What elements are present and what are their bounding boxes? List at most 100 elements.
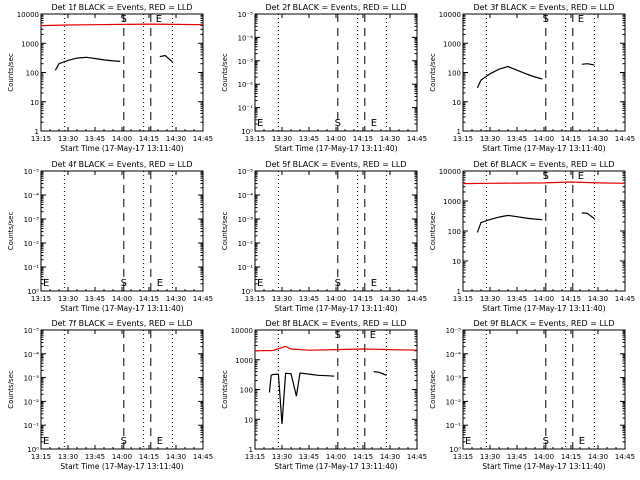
panel-8: Det 8f BLACK = Events, RED = LLD 13:15 13:… xyxy=(221,319,427,471)
x-tick-label: 13:30 xyxy=(58,295,78,303)
end-marker-label: E xyxy=(578,14,584,25)
y-tick-label: 10⁻³ xyxy=(238,58,254,66)
x-tick-label: 13:15 xyxy=(31,135,51,143)
y-tick-label: 10⁻² xyxy=(446,398,462,406)
x-tick-label: 13:15 xyxy=(245,453,265,461)
x-tick-label: 14:30 xyxy=(380,135,400,143)
x-tick-label: 14:00 xyxy=(112,453,132,461)
y-tick-label: 10⁰ xyxy=(27,288,39,296)
panel-9: Det 9f BLACK = Events, RED = LLD 13:15 13:… xyxy=(429,319,635,471)
panel-4: Det 4f BLACK = Events, RED = LLD 13:15 13:… xyxy=(7,160,213,313)
y-tick-label: 10⁻⁴ xyxy=(446,351,462,359)
x-tick-label: 14:30 xyxy=(588,135,608,143)
x-tick-label: 14:15 xyxy=(139,453,159,461)
x-tick-label: 14:00 xyxy=(326,135,346,143)
end-marker-label: E xyxy=(156,14,162,25)
y-tick-label: 10⁻⁵ xyxy=(24,327,40,335)
end-marker-label: E xyxy=(579,436,585,447)
panel-5: Det 5f BLACK = Events, RED = LLD 13:15 13:… xyxy=(221,160,427,313)
end-marker-label: E xyxy=(370,330,376,341)
y-tick-label: 1 xyxy=(35,128,39,136)
y-tick-label: 10⁻⁴ xyxy=(238,34,254,42)
end-marker-label-left: E xyxy=(43,278,49,289)
plot-frame xyxy=(40,329,204,450)
end-marker-label-left: E xyxy=(257,278,263,289)
end-marker-label: E xyxy=(578,171,584,182)
panel-title: Det 7f BLACK = Events, RED = LLD xyxy=(51,319,192,328)
x-tick-label: 13:15 xyxy=(245,295,265,303)
x-tick-label: 14:45 xyxy=(193,453,213,461)
x-tick-label: 13:45 xyxy=(85,295,105,303)
panel-title: Det 3f BLACK = Events, RED = LLD xyxy=(473,3,614,12)
end-marker-label: E xyxy=(371,118,377,129)
x-tick-label: 14:00 xyxy=(112,135,132,143)
x-tick-label: 13:15 xyxy=(453,453,473,461)
x-tick-label: 13:30 xyxy=(480,135,500,143)
x-axis-label: Start Time (17-May-17 13:11:40) xyxy=(482,304,605,313)
y-tick-label: 100 xyxy=(448,70,461,78)
x-tick-label: 14:15 xyxy=(561,453,581,461)
y-tick-label: 10000 xyxy=(439,11,461,19)
x-tick-label: 14:00 xyxy=(112,295,132,303)
end-marker-label: E xyxy=(157,436,163,447)
events-series-line-segment xyxy=(581,63,595,66)
y-tick-label: 10⁻⁵ xyxy=(24,168,40,176)
plot-frame xyxy=(462,13,626,132)
x-tick-label: 14:15 xyxy=(139,295,159,303)
start-marker-label: S xyxy=(543,171,549,182)
x-tick-label: 14:15 xyxy=(353,135,373,143)
y-axis-label: Counts/sec xyxy=(221,212,229,251)
y-tick-label: 10 xyxy=(30,99,39,107)
y-tick-label: 10⁻³ xyxy=(24,375,40,383)
x-tick-label: 14:45 xyxy=(407,135,427,143)
x-tick-label: 13:30 xyxy=(58,135,78,143)
y-tick-label: 1 xyxy=(457,128,461,136)
y-tick-label: 1000 xyxy=(443,40,461,48)
x-tick-label: 13:45 xyxy=(507,453,527,461)
x-axis-label: Start Time (17-May-17 13:11:40) xyxy=(274,462,397,471)
events-series-line-segment xyxy=(159,54,173,63)
y-tick-label: 10⁻¹ xyxy=(446,422,462,430)
x-tick-label: 13:45 xyxy=(507,135,527,143)
end-marker-label-left: E xyxy=(257,118,263,129)
lld-series-line xyxy=(462,181,626,185)
y-tick-label: 10000 xyxy=(231,327,253,335)
y-tick-label: 1000 xyxy=(21,40,39,48)
start-marker-label: S xyxy=(335,118,341,129)
x-tick-label: 14:30 xyxy=(380,295,400,303)
y-tick-label: 10⁻⁵ xyxy=(446,327,462,335)
start-marker-label: S xyxy=(543,14,549,25)
y-tick-label: 10⁻³ xyxy=(238,216,254,224)
lld-series-line xyxy=(254,345,418,352)
end-marker-label-left: E xyxy=(43,436,49,447)
events-series-line xyxy=(268,372,335,424)
x-tick-label: 14:30 xyxy=(166,453,186,461)
x-tick-label: 13:30 xyxy=(272,453,292,461)
x-tick-label: 13:30 xyxy=(272,295,292,303)
x-tick-label: 13:45 xyxy=(507,295,527,303)
x-axis-label: Start Time (17-May-17 13:11:40) xyxy=(274,144,397,153)
x-tick-label: 14:00 xyxy=(534,295,554,303)
x-tick-label: 13:45 xyxy=(85,135,105,143)
x-tick-label: 13:15 xyxy=(453,295,473,303)
y-axis-label: Counts/sec xyxy=(221,53,229,92)
start-marker-label: S xyxy=(121,14,127,25)
x-tick-label: 14:30 xyxy=(588,295,608,303)
y-tick-label: 10⁻² xyxy=(24,398,40,406)
y-axis-label: Counts/sec xyxy=(429,53,437,92)
x-tick-label: 13:45 xyxy=(85,453,105,461)
x-tick-label: 13:15 xyxy=(453,135,473,143)
y-axis-label: Counts/sec xyxy=(221,370,229,409)
y-tick-label: 1 xyxy=(457,288,461,296)
events-series-line xyxy=(476,65,543,89)
y-tick-label: 10⁻⁵ xyxy=(238,168,254,176)
panel-title: Det 6f BLACK = Events, RED = LLD xyxy=(473,160,614,169)
plot-frame xyxy=(40,13,204,132)
panel-2: Det 2f BLACK = Events, RED = LLD 13:15 13:… xyxy=(221,3,427,153)
x-axis-label: Start Time (17-May-17 13:11:40) xyxy=(482,144,605,153)
x-tick-label: 13:30 xyxy=(480,295,500,303)
y-tick-label: 10⁻¹ xyxy=(238,105,254,113)
y-tick-label: 10⁻² xyxy=(24,240,40,248)
panel-3: Det 3f BLACK = Events, RED = LLD 13:15 13:… xyxy=(429,3,635,153)
x-tick-label: 13:45 xyxy=(299,135,319,143)
